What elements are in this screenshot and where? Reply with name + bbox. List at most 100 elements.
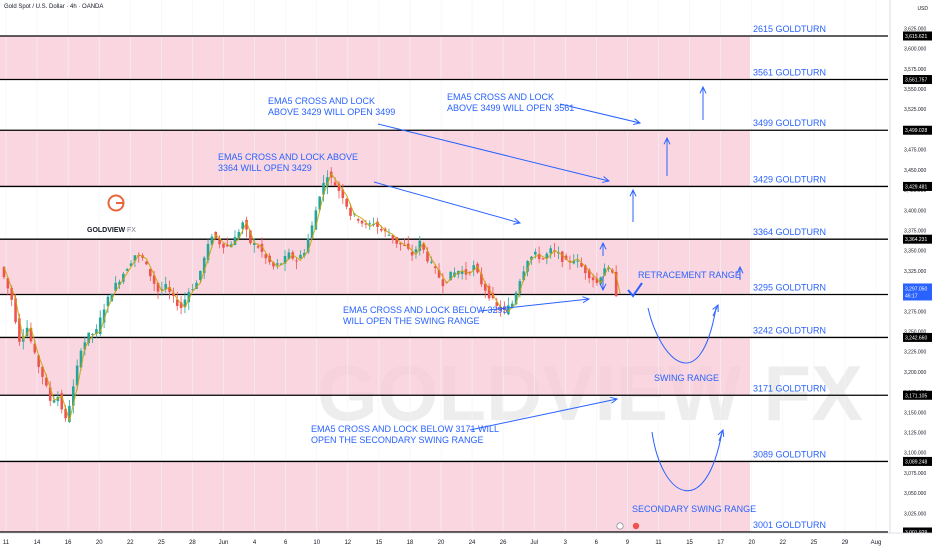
candle-body	[52, 399, 56, 403]
candle-body	[106, 296, 110, 307]
candle-body	[164, 284, 167, 290]
candle-body	[79, 350, 83, 368]
candle-body	[449, 271, 452, 281]
y-tick-label-7: 3,450.000	[904, 168, 926, 174]
zone-band-4	[0, 461, 750, 532]
level-tag-2	[903, 125, 932, 135]
arrow-ann3-head	[513, 217, 522, 225]
event-marker-icon[interactable]	[616, 522, 624, 530]
candle-body	[56, 396, 60, 402]
candle-body	[560, 251, 564, 262]
x-tick-label-6: 28	[189, 540, 196, 546]
candle-body	[87, 332, 90, 344]
y-tick-label-19: 3,150.000	[904, 410, 926, 416]
arrow-ann4	[479, 298, 590, 312]
current-price-tag	[903, 283, 932, 301]
retracement-range-label: RETRACEMENT RANGE	[638, 270, 741, 280]
flag-marker-icon[interactable]	[632, 522, 640, 530]
arrow-ann5-head	[610, 396, 619, 404]
candle-body	[345, 198, 348, 207]
countdown-timer: 46:17	[905, 293, 918, 299]
zone-band-3	[0, 337, 750, 396]
candle-body	[472, 265, 475, 271]
ann3-line-0: EMA5 CROSS AND LOCK ABOVE	[218, 152, 358, 162]
candle-body	[507, 305, 510, 315]
candle-body	[25, 327, 29, 336]
candle-body	[226, 244, 229, 247]
x-tick-label-3: 20	[96, 540, 103, 546]
candle-body	[584, 265, 587, 274]
candle-body	[156, 282, 160, 292]
y-tick-label-4: 3,525.000	[904, 107, 926, 113]
candle-body	[414, 249, 418, 253]
y-tick-label-3: 3,550.000	[904, 87, 926, 93]
level-tag-8	[903, 456, 932, 466]
level-label-5: 3295 GOLDTURN	[753, 282, 826, 292]
candle-body	[426, 251, 429, 262]
ann5-line-1: OPEN THE SECONDARY SWING RANGE	[311, 435, 484, 445]
currency-label: USD	[917, 6, 928, 12]
candle-body	[310, 225, 314, 238]
candle-body	[568, 260, 572, 263]
symbol-title: Gold Spot / U.S. Dollar · 4h · OANDA	[4, 4, 104, 10]
level-label-4: 3364 GOLDTURN	[753, 227, 826, 237]
current-price-value: 3,297.050	[905, 286, 927, 292]
level-tag-text-3: 3,429.481	[905, 184, 927, 190]
candle-body	[172, 292, 175, 297]
candle-body	[283, 256, 287, 264]
candle-body	[399, 242, 402, 245]
candle-body	[387, 234, 391, 236]
candle-body	[199, 270, 202, 281]
candle-body	[287, 252, 291, 260]
candle-body	[2, 266, 6, 278]
candle-body	[349, 207, 352, 216]
level-tag-4	[903, 234, 932, 244]
x-tick-label-22: 15	[686, 540, 693, 546]
goldview-logo-icon	[107, 194, 125, 212]
candle-body	[541, 258, 545, 260]
x-tick-label-1: 14	[34, 540, 41, 546]
level-tag-text-1: 3,561.757	[905, 78, 927, 84]
x-tick-label-26: 25	[811, 540, 818, 546]
candle-body	[356, 219, 360, 221]
candle-body	[599, 277, 603, 285]
candle-body	[179, 302, 183, 308]
candle-body	[272, 262, 275, 267]
candle-body	[603, 268, 606, 276]
candle-body	[564, 255, 568, 260]
candle-body	[45, 377, 48, 386]
candle-body	[441, 279, 445, 287]
candle-body	[152, 275, 156, 284]
level-label-1: 3561 GOLDTURN	[753, 68, 826, 78]
candle-body	[480, 273, 483, 285]
candle-body	[587, 269, 591, 279]
candle-body	[468, 271, 472, 274]
candle-body	[314, 210, 318, 230]
candle-body	[576, 260, 579, 262]
level-tag-text-0: 3,615.621	[905, 34, 927, 40]
candle-body	[14, 298, 17, 323]
candle-body	[249, 230, 252, 244]
candle-body	[534, 251, 537, 255]
level-label-2: 3499 GOLDTURN	[753, 118, 826, 128]
up-arrow-4-head	[736, 265, 744, 274]
x-tick-label-5: 25	[158, 540, 165, 546]
candle-body	[299, 254, 302, 259]
x-tick-label-19: 6	[595, 540, 599, 546]
candle-body	[260, 243, 264, 252]
candle-body	[326, 177, 329, 187]
candle-body	[252, 243, 256, 245]
candle-body	[510, 303, 514, 308]
candle-body	[191, 289, 194, 291]
y-tick-label-2: 3,575.000	[904, 67, 926, 73]
candle-body	[322, 182, 325, 195]
secondary-curve-arrow-head	[717, 428, 725, 438]
candle-body	[68, 405, 71, 422]
candle-body	[580, 262, 583, 267]
zone-band-1	[0, 130, 750, 187]
candle-body	[591, 277, 595, 281]
x-tick-label-12: 15	[376, 540, 383, 546]
level-label-8: 3089 GOLDTURN	[753, 449, 826, 459]
candle-body	[545, 253, 549, 258]
